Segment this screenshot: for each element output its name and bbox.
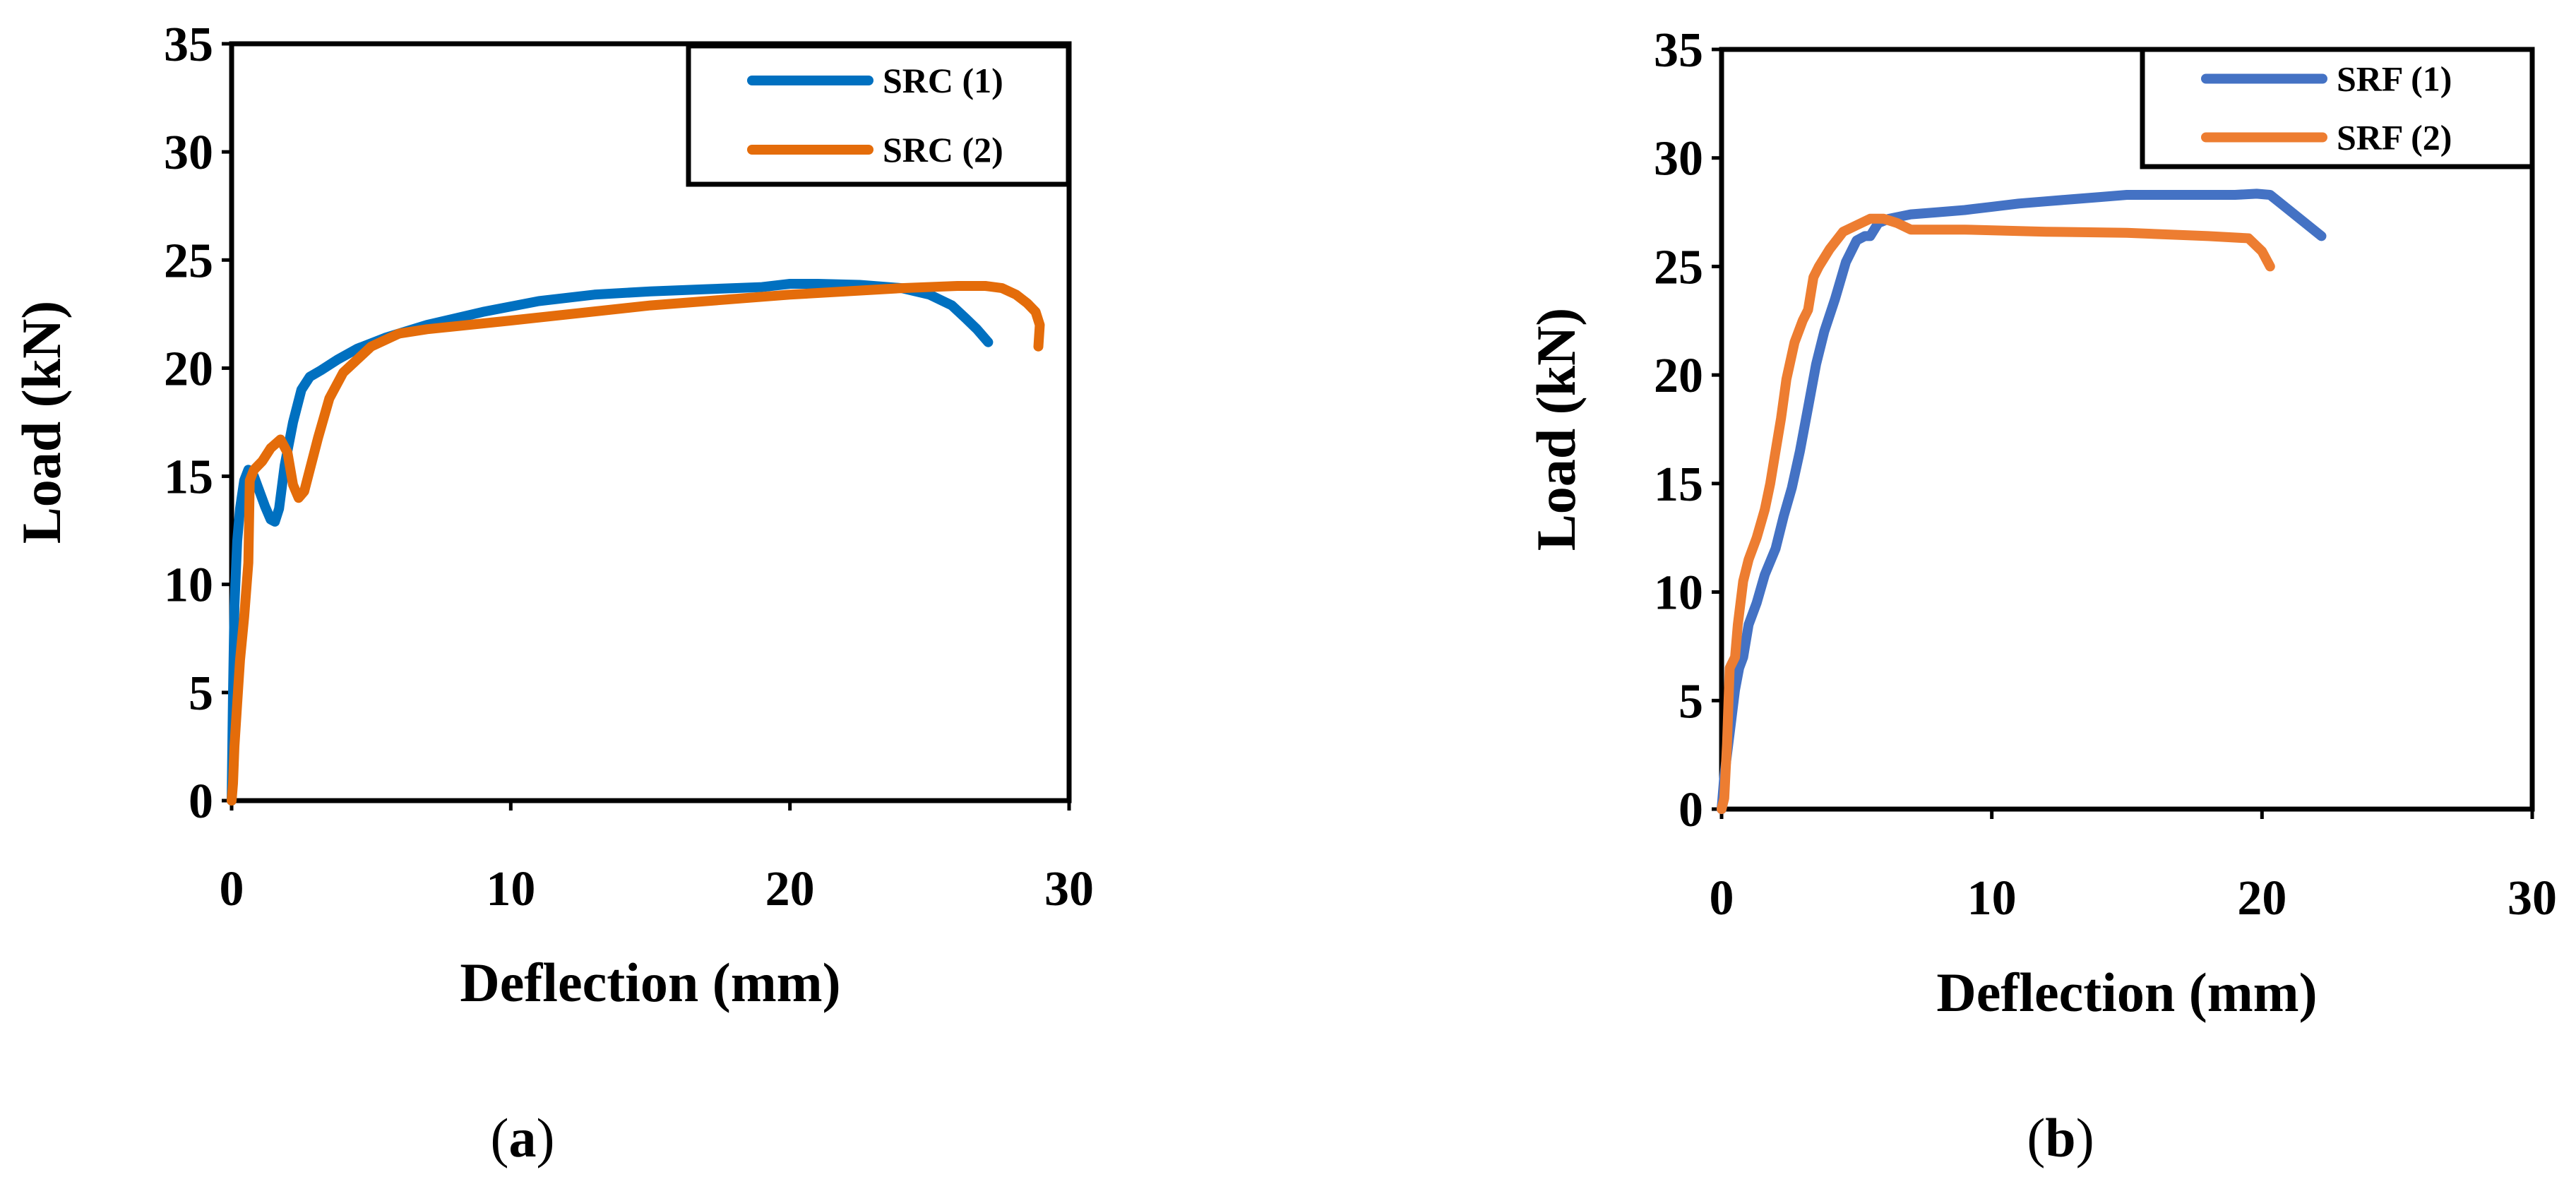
y-axis-title: Load (kN) (11, 301, 72, 544)
x-axis-title: Deflection (mm) (1936, 962, 2317, 1023)
legend-box (2140, 47, 2535, 169)
y-tick-label: 5 (189, 666, 213, 721)
y-tick-label: 5 (1678, 674, 1703, 729)
x-tick-label: 10 (1967, 871, 2017, 926)
y-tick-label: 30 (1654, 132, 1703, 186)
series-line-src-1 (227, 279, 994, 806)
caption-b: (b) (2027, 1107, 2094, 1168)
caption-a-letter: a (509, 1107, 537, 1168)
y-tick-label: 15 (164, 450, 213, 505)
y-tick-label: 10 (1654, 566, 1703, 621)
x-axis-title: Deflection (mm) (460, 952, 840, 1013)
chart-panel-a: 0 5 10 15 20 25 30 35 0 10 20 30 Deflection (mm) Load… (11, 18, 1094, 1013)
y-tick-label: 25 (1654, 240, 1703, 294)
x-tick-label: 10 (486, 862, 535, 916)
y-tick-label: 0 (189, 775, 213, 829)
y-tick-label: 0 (1678, 783, 1703, 837)
x-tick-label: 0 (220, 862, 244, 916)
series-line-src-2 (227, 281, 1045, 806)
plot-area-frame (229, 41, 1072, 803)
legend-box (686, 43, 1071, 187)
legend-label: SRF (2) (2337, 118, 2452, 157)
legend-label: SRC (1) (883, 61, 1003, 100)
y-tick-label: 20 (1654, 349, 1703, 403)
legend-label: SRF (1) (2337, 59, 2452, 99)
y-tick-label: 30 (164, 126, 213, 180)
x-tick-label: 20 (765, 862, 815, 916)
x-tick-label: 30 (1044, 862, 1094, 916)
y-tick-label: 15 (1654, 458, 1703, 512)
x-tick-label: 0 (1710, 871, 1734, 926)
y-axis-title: Load (kN) (1525, 308, 1587, 551)
x-tick-label: 30 (2508, 871, 2557, 926)
y-tick-label: 25 (164, 234, 213, 288)
y-tick-label: 10 (164, 558, 213, 613)
x-tick-label: 20 (2237, 871, 2286, 926)
y-tick-label: 35 (164, 18, 213, 72)
series-line-srf-2 (1717, 213, 2275, 814)
y-tick-label: 20 (164, 342, 213, 396)
series-line-srf-1 (1717, 189, 2327, 814)
caption-b-letter: b (2045, 1107, 2075, 1168)
chart-panel-b: 0 5 10 15 20 25 30 35 0 10 20 30 Deflection (mm) Load… (1525, 23, 2557, 1023)
caption-a: (a) (491, 1107, 555, 1168)
y-tick-label: 35 (1654, 23, 1703, 78)
plot-area-frame (1719, 47, 2535, 812)
legend-label: SRC (2) (883, 130, 1003, 169)
